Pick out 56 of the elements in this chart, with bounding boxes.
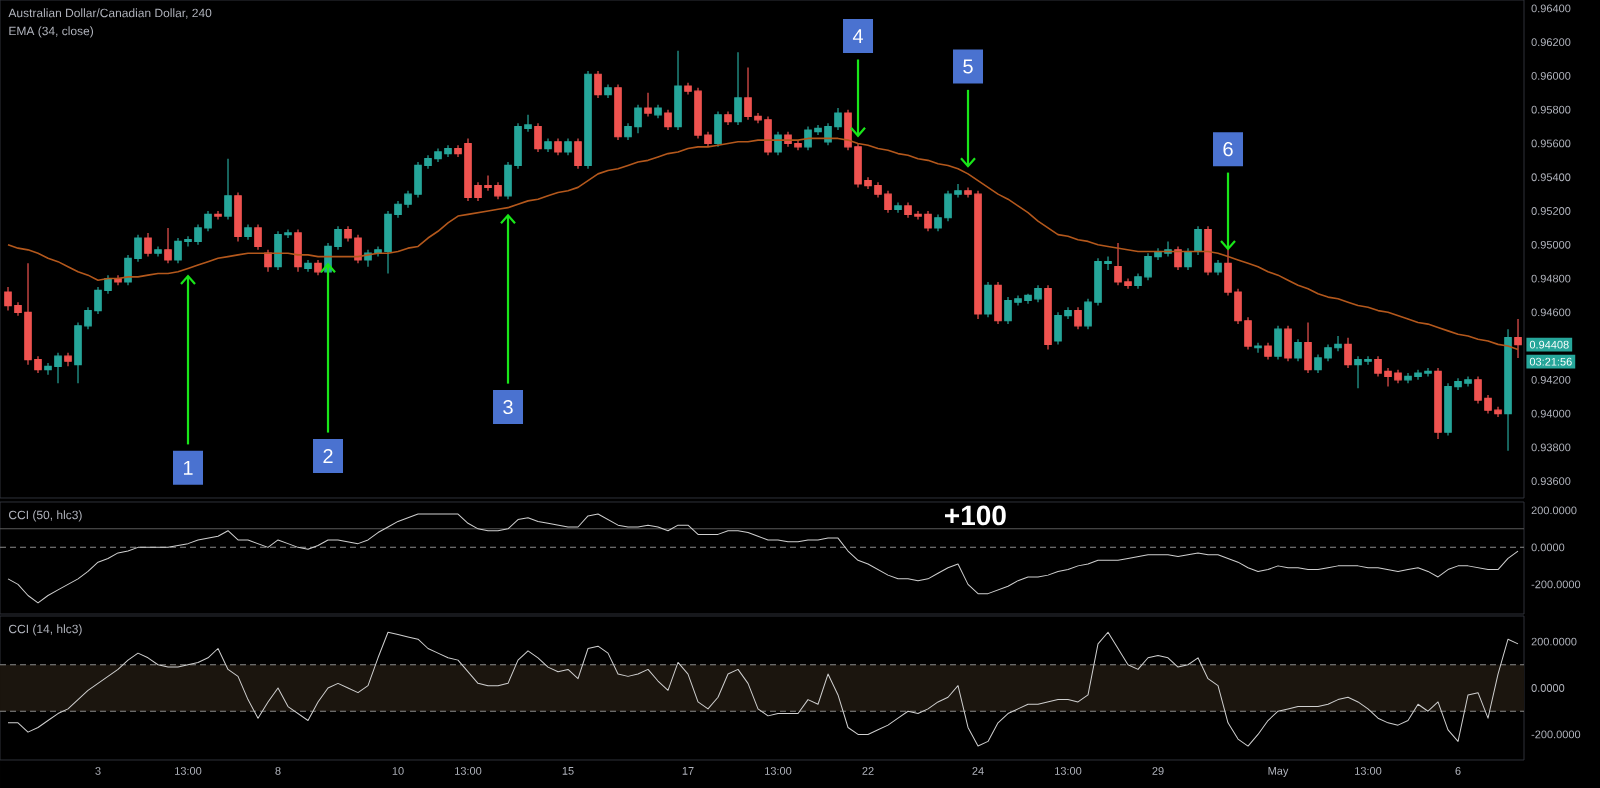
candlestick — [144, 232, 152, 258]
candlestick — [224, 158, 232, 221]
candlestick — [154, 245, 162, 258]
candlestick — [264, 249, 272, 273]
candlestick — [1074, 306, 1082, 330]
candlestick — [984, 281, 992, 318]
candlestick — [164, 227, 172, 264]
candlestick — [774, 131, 782, 156]
annotation: 4 — [852, 29, 863, 43]
candlestick — [244, 223, 252, 241]
candlestick — [254, 223, 262, 251]
candlestick — [894, 201, 902, 214]
candlestick — [1274, 325, 1282, 361]
candlestick — [574, 137, 582, 170]
candlestick — [1304, 321, 1312, 374]
candlestick — [1284, 325, 1292, 362]
candlestick — [1264, 342, 1272, 361]
candlestick — [1294, 338, 1302, 362]
candlestick — [564, 137, 572, 156]
candlestick — [674, 50, 682, 131]
candlestick — [734, 51, 742, 126]
candlestick — [64, 352, 72, 367]
candlestick — [1204, 225, 1212, 276]
candlestick — [1254, 342, 1262, 354]
annotation: 3 — [503, 399, 513, 415]
candlestick — [294, 228, 302, 273]
candlestick — [604, 83, 612, 99]
candlestick — [1044, 284, 1052, 351]
candlestick — [594, 70, 602, 99]
candlestick — [304, 259, 312, 273]
candlestick — [1504, 328, 1512, 452]
candlestick — [1214, 259, 1222, 276]
candlestick — [1194, 225, 1202, 256]
annotation: 6 — [1223, 142, 1233, 157]
candlestick — [1184, 247, 1192, 271]
candlestick — [584, 70, 592, 170]
annotation: 1 — [183, 460, 193, 475]
candlestick — [1344, 337, 1352, 369]
candlestick — [314, 259, 322, 276]
candlestick — [644, 92, 652, 118]
candlestick — [654, 104, 662, 119]
candlestick — [614, 83, 622, 141]
candlestick — [714, 110, 722, 148]
candlestick — [664, 109, 672, 131]
annotation: +100 — [945, 505, 1006, 526]
candlestick — [554, 137, 562, 156]
annotation: 5 — [963, 59, 973, 74]
candlestick — [724, 110, 732, 126]
candlestick — [234, 191, 242, 242]
annotation: 2 — [323, 449, 333, 463]
candlestick — [1174, 245, 1182, 271]
candlestick — [994, 281, 1002, 325]
candlestick — [534, 122, 542, 153]
candlestick — [1514, 318, 1522, 359]
candlestick — [544, 137, 552, 153]
candlestick — [1434, 367, 1442, 440]
